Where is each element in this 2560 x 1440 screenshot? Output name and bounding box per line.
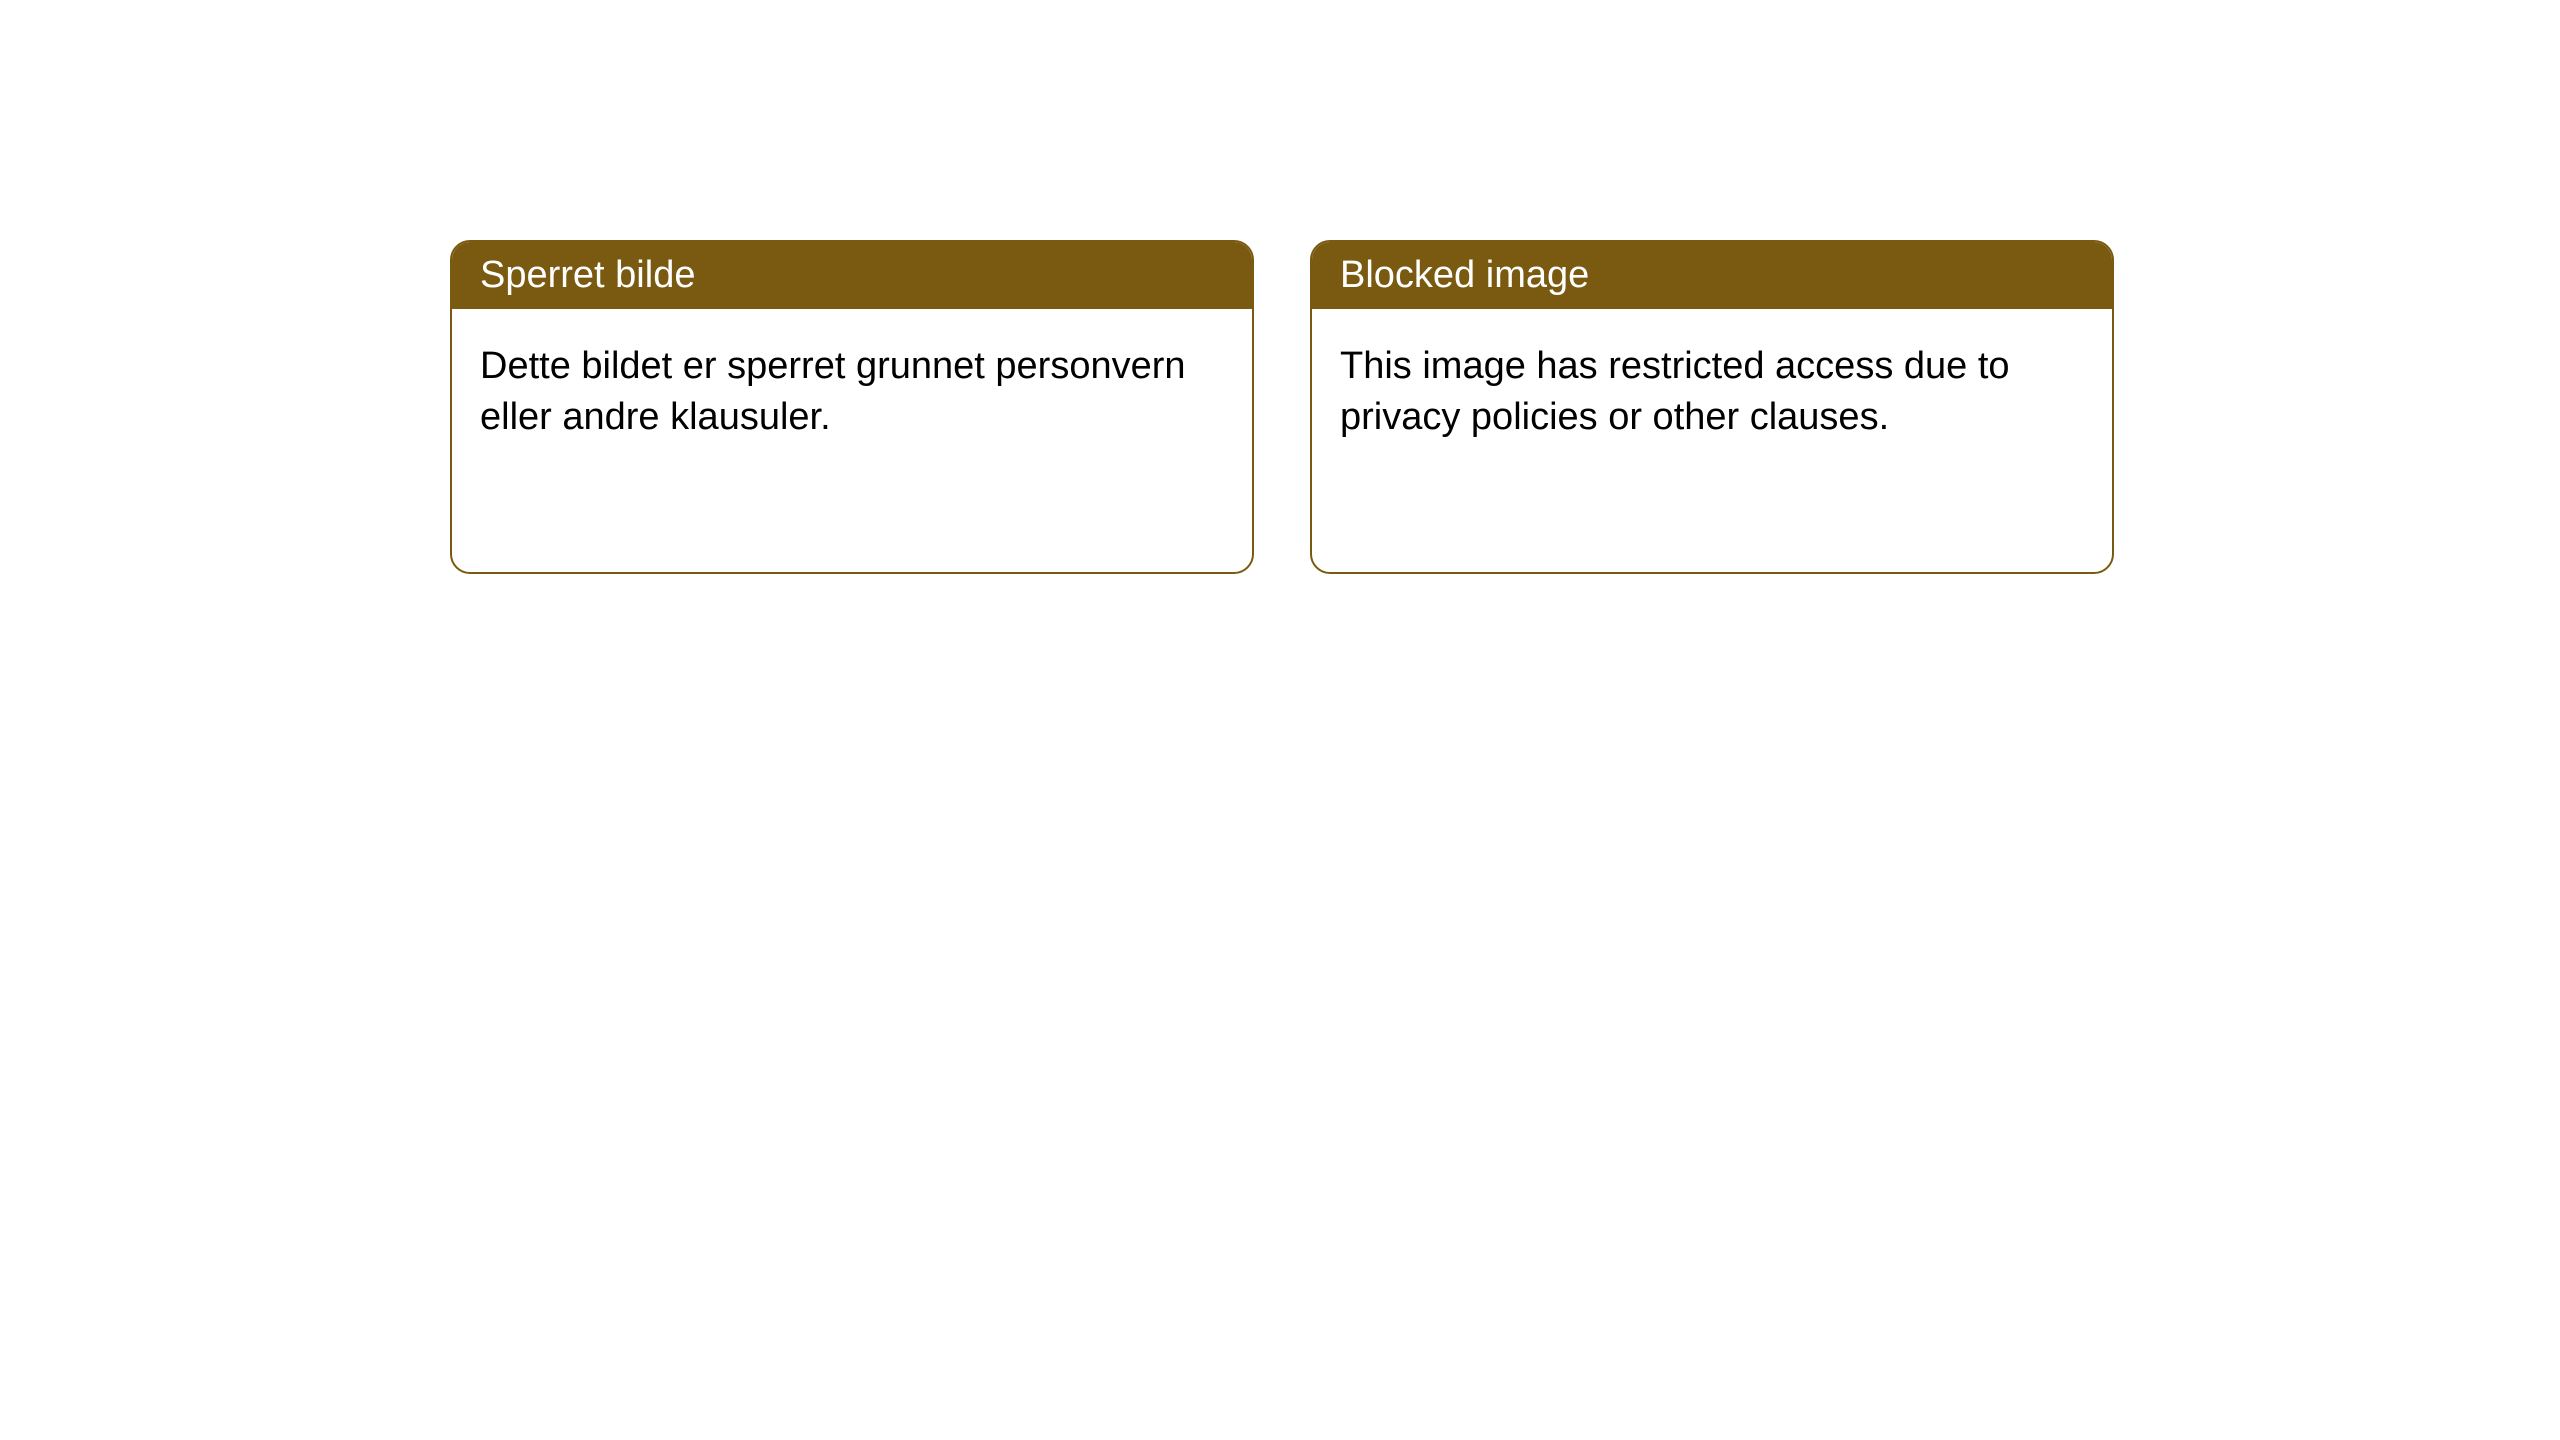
card-header: Blocked image	[1312, 242, 2112, 309]
notice-card-norwegian: Sperret bilde Dette bildet er sperret gr…	[450, 240, 1254, 574]
card-body: This image has restricted access due to …	[1312, 309, 2112, 476]
notice-cards-container: Sperret bilde Dette bildet er sperret gr…	[450, 240, 2114, 574]
card-body: Dette bildet er sperret grunnet personve…	[452, 309, 1252, 476]
card-header: Sperret bilde	[452, 242, 1252, 309]
notice-card-english: Blocked image This image has restricted …	[1310, 240, 2114, 574]
